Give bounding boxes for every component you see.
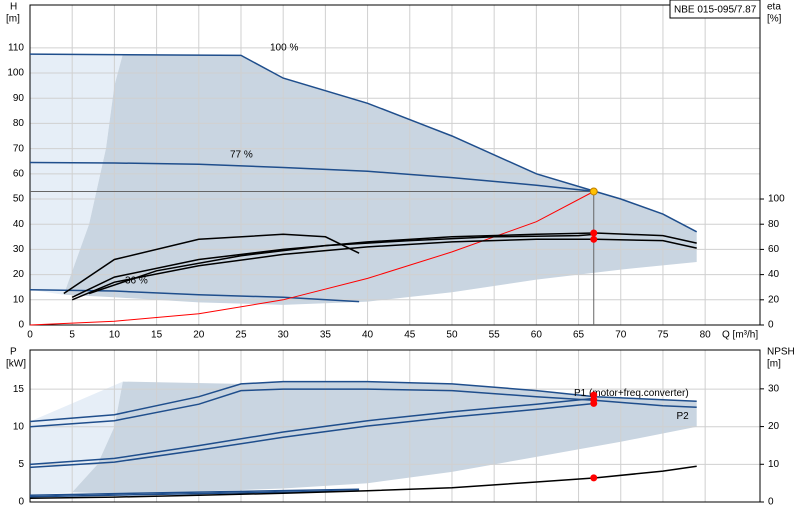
- plot: 0 5 10 15 20 25 30 35 40 45 50 55 60 65 70 75 80 0 10 20 30 4…: [6, 0, 785, 341]
- x-tick-label: 10: [109, 330, 121, 341]
- curve: [29, 488, 360, 496]
- y-tick-label: 10: [13, 421, 25, 432]
- y-axis-unit: [kW]: [6, 359, 26, 370]
- y2-tick-label: 30: [768, 383, 780, 394]
- duty-point: [590, 229, 598, 237]
- curve: [29, 397, 596, 466]
- curve: [71, 238, 697, 301]
- operating-range: [63, 54, 697, 305]
- x-tick-label: 60: [531, 330, 543, 341]
- plot-frame: [29, 4, 761, 326]
- y-tick-label: 40: [13, 219, 25, 230]
- y2-tick-label: 100: [768, 194, 785, 205]
- x-tick-label: 25: [235, 330, 247, 341]
- y2-tick-label: 40: [768, 269, 780, 280]
- chart-title: NBE 015-095/7.87: [674, 5, 757, 16]
- x-tick-label: 40: [362, 330, 374, 341]
- y-tick-label: 60: [13, 168, 25, 179]
- x-tick-label: 65: [573, 330, 585, 341]
- plot-frame: [29, 349, 761, 503]
- y-tick-label: 90: [13, 93, 25, 104]
- curve: [29, 388, 697, 428]
- y2-tick-label: 0: [768, 497, 774, 508]
- operating-range: [30, 54, 123, 295]
- plot: 0 5 10 15 0 10 20 30 P[kW] NPSH[m] P1 (motor+freq.…: [6, 347, 795, 508]
- y2-axis-label: NPSH: [767, 347, 795, 358]
- x-tick-label: 55: [489, 330, 501, 341]
- y2-tick-label: 20: [768, 294, 780, 305]
- y-tick-label: 10: [13, 294, 25, 305]
- curve: [29, 161, 596, 193]
- y-axis-unit: [m]: [6, 14, 20, 25]
- curve: [29, 489, 360, 498]
- curve-label: 100 %: [270, 43, 298, 54]
- x-tick-label: 75: [657, 330, 669, 341]
- curve-label: P2: [676, 411, 689, 422]
- y-tick-label: 30: [13, 244, 25, 255]
- x-tick-label: 35: [320, 330, 332, 341]
- x-tick-label: 15: [151, 330, 163, 341]
- x-tick-label: 50: [446, 330, 458, 341]
- x-tick-label: 5: [69, 330, 75, 341]
- curve: [29, 402, 596, 469]
- y-axis-label: P: [10, 347, 17, 358]
- x-tick-label: 80: [700, 330, 712, 341]
- y-tick-label: 50: [13, 194, 25, 205]
- y-tick-label: 20: [13, 269, 25, 280]
- curve-label: 77 %: [230, 150, 253, 161]
- title-box: [669, 0, 761, 19]
- y-tick-label: 80: [13, 118, 25, 129]
- curve-label: P1 (motor+freq.converter): [574, 388, 689, 399]
- curve-label: 36 %: [125, 276, 148, 287]
- y2-tick-label: 60: [768, 244, 780, 255]
- curve: [29, 191, 594, 326]
- y2-axis-label: eta: [767, 2, 781, 13]
- x-tick-label: 45: [404, 330, 416, 341]
- curve: [29, 380, 697, 423]
- x-tick-label: 20: [193, 330, 205, 341]
- duty-point: [589, 187, 598, 196]
- x-tick-label: 30: [278, 330, 290, 341]
- y-tick-label: 5: [18, 459, 24, 470]
- y-tick-label: 0: [18, 497, 24, 508]
- y-tick-label: 100: [7, 68, 24, 79]
- y-tick-label: 70: [13, 143, 25, 154]
- curve: [63, 233, 360, 295]
- y2-tick-label: 20: [768, 421, 780, 432]
- y-tick-label: 15: [13, 384, 25, 395]
- duty-point: [590, 474, 598, 482]
- curve: [71, 232, 697, 298]
- curve: [29, 53, 698, 233]
- curve: [29, 465, 697, 499]
- x-axis-label: Q [m³/h]: [722, 330, 758, 341]
- y2-axis-unit: [%]: [767, 14, 782, 25]
- curve: [88, 233, 596, 295]
- x-tick-label: 70: [615, 330, 627, 341]
- duty-point: [590, 399, 598, 407]
- y-tick-label: 0: [18, 320, 24, 331]
- operating-range: [30, 381, 123, 496]
- x-tick-label: 0: [27, 330, 33, 341]
- duty-point: [590, 235, 598, 243]
- y2-axis-unit: [m]: [767, 359, 781, 370]
- y2-tick-label: 80: [768, 219, 780, 230]
- y-axis-label: H: [10, 2, 17, 13]
- y2-tick-label: 0: [768, 320, 774, 331]
- y2-tick-label: 10: [768, 459, 780, 470]
- y-tick-label: 110: [8, 42, 24, 53]
